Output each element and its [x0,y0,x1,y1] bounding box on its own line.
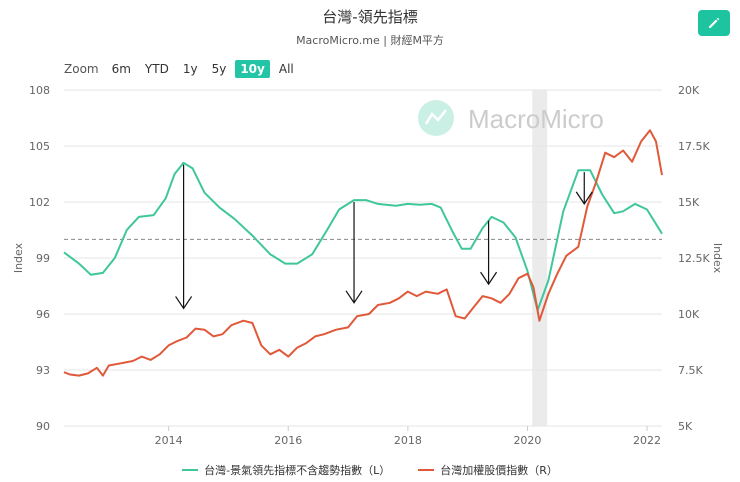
right-axis-tick: 17.5K [678,140,710,153]
edit-menu-button[interactable] [698,10,730,36]
zoom-bar: Zoom 6m YTD 1y 5y 10y All [64,60,303,78]
left-axis-tick: 90 [36,420,50,433]
x-axis-tick: 2022 [633,434,661,447]
x-axis-tick: 2018 [394,434,422,447]
legend-swatch-left [182,469,199,471]
right-axis-tick: 10K [678,308,700,321]
right-axis-tick: 7.5K [678,364,703,377]
legend-label-right: 台灣加權股價指數（R） [440,464,558,477]
down-arrow-head [345,290,363,304]
right-axis-title: Index [711,243,724,274]
pencil-icon [709,17,720,28]
taiex-line [63,129,663,377]
watermark: MacroMicro [418,100,604,136]
right-axis-tick: 5K [678,420,693,433]
right-axis-tick: 20K [678,84,700,97]
down-arrow-head [175,296,193,310]
zoom-6m-button[interactable]: 6m [111,62,131,76]
legend-item-left-series[interactable]: 台灣-景氣領先指標不含趨勢指數（L） [182,462,390,478]
left-axis-tick: 102 [29,196,50,209]
x-axis-tick: 2016 [274,434,302,447]
x-axis-tick: 2014 [155,434,183,447]
legend: 台灣-景氣領先指標不含趨勢指數（L） 台灣加權股價指數（R） [0,462,740,478]
down-arrow-head [480,271,498,286]
zoom-label: Zoom [64,62,99,76]
legend-swatch-right [418,469,435,471]
left-axis-tick: 99 [36,252,50,265]
legend-item-right-series[interactable]: 台灣加權股價指數（R） [418,462,558,478]
chart-subtitle: MacroMicro.me | 財經M平方 [296,34,444,47]
legend-label-left: 台灣-景氣領先指標不含趨勢指數（L） [204,464,391,477]
down-arrow-head [575,191,593,205]
x-axis-tick: 2020 [513,434,541,447]
zoom-5y-button[interactable]: 5y [211,62,227,76]
left-axis-title: Index [12,242,25,273]
left-axis-tick: 93 [36,364,50,377]
left-axis-tick: 105 [29,140,50,153]
zoom-all-button[interactable]: All [278,62,294,76]
chart-title: 台灣-領先指標 [322,8,418,26]
left-axis-tick: 108 [29,84,50,97]
right-axis-tick: 12.5K [678,252,710,265]
watermark-text: MacroMicro [468,104,604,134]
watermark-logo-mark [424,109,447,125]
zoom-10y-button[interactable]: 10y [235,60,270,78]
leading-index-line [63,161,663,312]
zoom-1y-button[interactable]: 1y [182,62,198,76]
zoom-ytd-button[interactable]: YTD [144,62,169,76]
right-axis-tick: 15K [678,196,700,209]
left-axis-tick: 96 [36,308,50,321]
